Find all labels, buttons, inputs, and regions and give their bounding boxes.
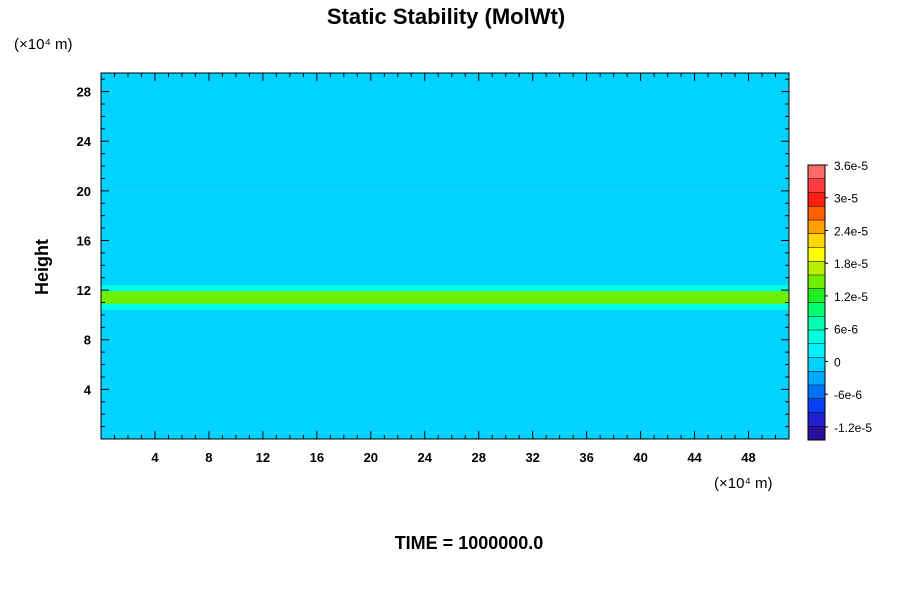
colorbar-swatch [808, 316, 825, 331]
field-level-0 [101, 432, 789, 439]
colorbar-label: -1.2e-5 [834, 421, 872, 435]
y-axis-label: Height [32, 239, 52, 295]
colorbar-swatch [808, 385, 825, 400]
colorbar-swatch [808, 398, 825, 413]
colorbar-swatch [808, 343, 825, 358]
chart-title: Static Stability (MolWt) [327, 4, 565, 29]
colorbar-label: 1.8e-5 [834, 257, 868, 271]
x-tick-label: 36 [579, 450, 593, 465]
x-axis: 4 8 12 16 20 24 28 32 36 40 44 48 [113, 73, 777, 465]
time-footer: TIME = 1000000.0 [395, 533, 544, 553]
colorbar-frame [807, 164, 826, 441]
colorbar-swatch [808, 330, 825, 345]
colorbar-label: 3.6e-5 [834, 159, 868, 173]
x-tick-label: 8 [205, 450, 212, 465]
x-tick-label: 28 [471, 450, 485, 465]
colorbar-label: 2.4e-5 [834, 224, 868, 238]
colorbar: 3.6e-5 3e-5 2.4e-5 1.8e-5 1.2e-5 6e-6 0 -6e-6 -1… [807, 159, 872, 441]
colorbar-swatch [808, 247, 825, 262]
colorbar-label: 1.2e-5 [834, 290, 868, 304]
colorbar-swatch [808, 302, 825, 317]
colorbar-swatch [808, 371, 825, 386]
colorbar-swatch [808, 178, 825, 193]
colorbar-swatch [808, 233, 825, 248]
x-tick-label: 44 [687, 450, 702, 465]
x-tick-label: 4 [151, 450, 159, 465]
y-tick-label: 12 [77, 283, 91, 298]
y-tick-label: 8 [84, 333, 91, 348]
x-tick-label: 24 [418, 450, 433, 465]
y-axis: 4 8 12 16 20 24 28 [77, 78, 789, 428]
colorbar-swatch [808, 261, 825, 276]
field-level-1 [101, 190, 789, 433]
stability-cell-0 [101, 123, 250, 154]
x-tick-label: 20 [364, 450, 378, 465]
x-tick-label: 32 [525, 450, 539, 465]
colorbar-swatch [808, 165, 825, 180]
x-tick-label: 40 [633, 450, 647, 465]
y-tick-label: 20 [77, 184, 91, 199]
y-tick-label: 28 [77, 85, 91, 100]
stability-cell-1 [245, 121, 421, 157]
x-tick-label: 12 [256, 450, 270, 465]
colorbar-label: 3e-5 [834, 192, 858, 206]
colorbar-swatch [808, 412, 825, 427]
stability-cell-2 [519, 123, 660, 154]
stability-band-1 [101, 291, 789, 304]
x-tick-label: 16 [310, 450, 324, 465]
x-tick-label: 48 [741, 450, 755, 465]
y-tick-label: 4 [84, 382, 92, 397]
colorbar-swatch [808, 426, 825, 441]
colorbar-swatch [808, 275, 825, 290]
colorbar-swatch [808, 357, 825, 372]
colorbar-label: 0 [834, 355, 841, 369]
colorbar-swatch [808, 288, 825, 303]
y-axis-unit: (×10⁴ m) [14, 36, 73, 53]
plot-frame [100, 72, 790, 440]
colorbar-swatch [808, 220, 825, 235]
x-axis-unit: (×10⁴ m) [714, 475, 773, 492]
colorbar-swatch [808, 192, 825, 207]
colorbar-label: -6e-6 [834, 388, 862, 402]
plot-area [100, 72, 790, 440]
y-tick-label: 16 [77, 233, 91, 248]
colorbar-label: 6e-6 [834, 323, 858, 337]
y-tick-label: 24 [77, 134, 92, 149]
colorbar-swatch [808, 206, 825, 221]
